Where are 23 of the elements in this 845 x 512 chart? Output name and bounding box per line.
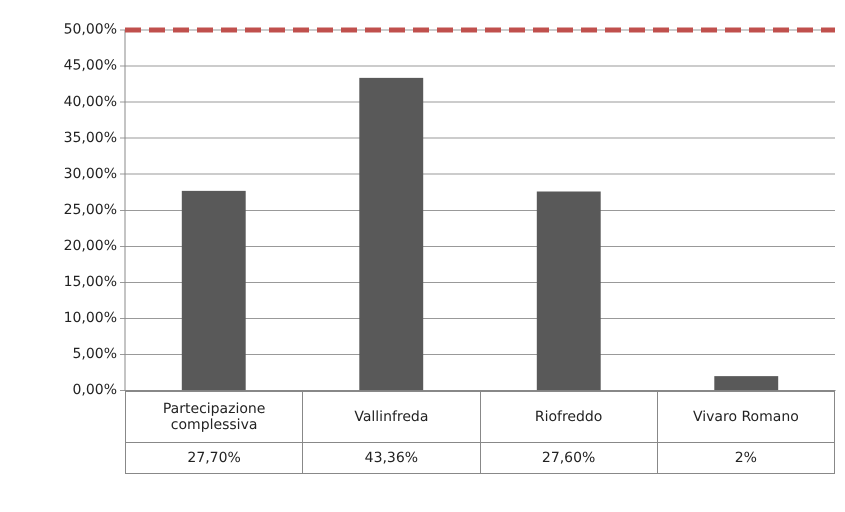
- y-tick-label: 5,00%: [72, 346, 117, 362]
- bar: [359, 78, 424, 390]
- y-tick-label: 25,00%: [64, 202, 117, 218]
- x-tick-label: Vallinfreda: [302, 391, 480, 442]
- y-tick-label: 20,00%: [64, 238, 117, 254]
- y-tick-label: 50,00%: [64, 22, 117, 38]
- x-tick-label: Riofreddo: [480, 391, 658, 442]
- y-tick-label: 35,00%: [64, 130, 117, 146]
- y-tick-label: 15,00%: [64, 274, 117, 290]
- x-tick-label: Vivaro Romano: [657, 391, 834, 442]
- y-tick-label: 30,00%: [64, 166, 117, 182]
- y-tick-label: 10,00%: [64, 310, 117, 326]
- data-label: 27,60%: [480, 442, 658, 474]
- bar: [182, 190, 246, 390]
- data-label: 27,70%: [126, 442, 303, 474]
- data-label: 43,36%: [302, 442, 480, 474]
- data-label: 2%: [657, 442, 834, 474]
- y-tick-label: 0,00%: [72, 382, 117, 398]
- bar: [714, 376, 778, 390]
- y-tick-label: 45,00%: [64, 58, 117, 74]
- bar: [536, 192, 601, 390]
- y-tick-label: 40,00%: [64, 94, 117, 110]
- x-tick-label: Partecipazione complessiva: [126, 391, 303, 442]
